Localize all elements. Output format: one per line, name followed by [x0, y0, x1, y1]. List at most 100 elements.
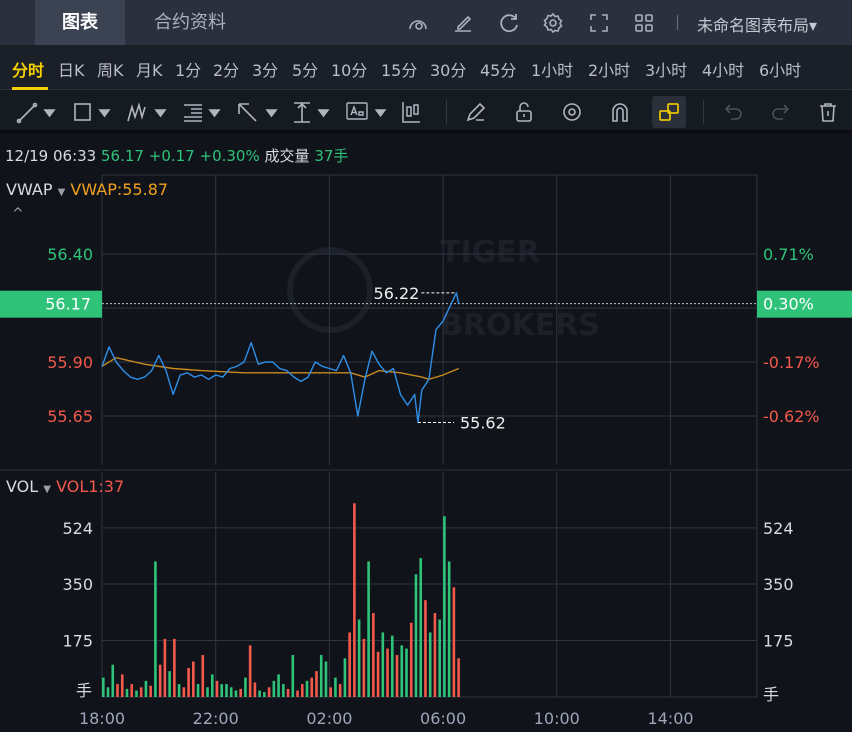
divider: [677, 15, 678, 30]
gear-icon[interactable]: [541, 11, 565, 35]
volume-label: 成交量: [264, 147, 310, 165]
volume-bar: [443, 516, 446, 697]
volume-bar: [154, 561, 157, 697]
volume-bar: [329, 687, 332, 697]
timeframe-5[interactable]: 2分: [213, 61, 240, 80]
timeframe-2[interactable]: 周K: [97, 61, 124, 80]
volume-bar: [139, 687, 143, 697]
timeframe-15[interactable]: 4小时: [702, 61, 745, 80]
timeframe-7[interactable]: 5分: [292, 61, 319, 80]
volume-bar: [192, 661, 195, 697]
x-tick-label: 14:00: [647, 709, 693, 728]
timeframe-1[interactable]: 日K: [58, 61, 85, 80]
redo-icon[interactable]: [768, 100, 792, 124]
vol-indicator-label[interactable]: VOL ▼ VOL1:37: [6, 477, 124, 496]
vol-unit-right: 手: [763, 685, 779, 704]
volume-bar: [348, 632, 351, 697]
timeframe-6[interactable]: 3分: [252, 61, 279, 80]
volume-bar: [324, 661, 328, 697]
tab-contract-info[interactable]: 合约资料: [154, 12, 226, 33]
timeframe-8[interactable]: 10分: [331, 61, 368, 80]
tab-chart[interactable]: 图表: [35, 0, 125, 45]
timeframe-4[interactable]: 1分: [175, 61, 202, 80]
undo-icon[interactable]: [722, 100, 746, 124]
indicator-name: VWAP: [6, 180, 53, 199]
text-tool-icon[interactable]: [345, 100, 389, 124]
volume-bar: [267, 687, 271, 697]
timeframe-bar: 分时 日K 周K 月K 1分 2分 3分 5分 10分 15分 30分 45分 1小时 2小时 3小时 4小时…: [0, 45, 852, 90]
edit-icon[interactable]: [451, 11, 475, 35]
line-tool-icon[interactable]: [16, 100, 60, 124]
volume-bar: [386, 648, 389, 697]
x-tick-label: 06:00: [420, 709, 466, 728]
magnet-icon[interactable]: [608, 100, 632, 124]
vol-value: VOL1:37: [56, 477, 125, 496]
volume-bar: [315, 671, 318, 697]
volume-value: 37手: [314, 147, 349, 165]
volume-bar: [225, 684, 228, 697]
volume-bar: [277, 674, 280, 697]
volume-bar: [296, 690, 299, 697]
timeframe-16[interactable]: 6小时: [759, 61, 802, 80]
price-change-pct: +0.30%: [199, 147, 260, 165]
volume-bar: [210, 674, 214, 697]
vol-tick-right: 175: [763, 632, 794, 651]
dropdown-icon[interactable]: ▼: [43, 484, 51, 495]
fullscreen-icon[interactable]: [587, 11, 611, 35]
indicator-name: VOL: [6, 477, 39, 496]
vwap-indicator-label[interactable]: VWAP ▼ VWAP:55.87: [6, 180, 168, 199]
volume-bar: [286, 688, 290, 697]
volume-bar: [244, 677, 247, 697]
layout-name-dropdown[interactable]: 未命名图表布局▾: [697, 16, 818, 35]
link-icon: [659, 103, 679, 121]
refresh-icon[interactable]: [497, 11, 521, 35]
rectangle-tool-icon[interactable]: [72, 100, 116, 124]
pencil-icon[interactable]: [464, 100, 488, 124]
volume-bar: [400, 645, 404, 697]
volume-bar: [424, 600, 427, 697]
timeframe-10[interactable]: 30分: [430, 61, 467, 80]
x-tick-label: 18:00: [79, 709, 125, 728]
trash-icon[interactable]: [816, 100, 840, 124]
timeframe-11[interactable]: 45分: [480, 61, 517, 80]
timeframe-3[interactable]: 月K: [136, 61, 163, 80]
speed-icon[interactable]: [406, 11, 430, 35]
dropdown-icon[interactable]: ▼: [57, 187, 66, 198]
volume-bar: [334, 677, 337, 697]
volume-bar: [263, 692, 266, 697]
volume-bar: [187, 667, 190, 697]
timeframe-13[interactable]: 2小时: [588, 61, 631, 80]
watermark-logo-icon: [287, 247, 373, 333]
layout-grid-icon[interactable]: [632, 11, 656, 35]
timeframe-9[interactable]: 15分: [381, 61, 418, 80]
volume-bar: [390, 635, 394, 697]
link-button[interactable]: [652, 96, 686, 128]
volume-bar: [215, 680, 219, 697]
volume-bar: [409, 622, 413, 697]
volume-bar: [111, 664, 115, 697]
volume-bar: [135, 690, 138, 697]
drawing-toolbar: [0, 90, 852, 133]
volume-bar: [414, 574, 418, 697]
quote-info: 12/19 06:33 56.17 +0.17 +0.30% 成交量 37手: [5, 145, 348, 166]
volume-bar: [405, 648, 408, 697]
collapse-icon[interactable]: ^: [12, 206, 24, 222]
timeframe-0[interactable]: 分时: [12, 61, 45, 80]
volume-bar: [319, 655, 323, 697]
fib-tool-icon[interactable]: [182, 100, 226, 124]
eye-icon[interactable]: [560, 100, 584, 124]
arrow-tool-icon[interactable]: [236, 100, 280, 124]
timeframe-14[interactable]: 3小时: [645, 61, 688, 80]
current-pct-label: 0.30%: [763, 295, 814, 314]
candle-tool-icon[interactable]: [400, 100, 422, 124]
unlock-icon[interactable]: [512, 100, 536, 124]
vol-tick-left: 175: [62, 632, 93, 651]
datetime: 12/19 06:33: [5, 147, 97, 165]
volume-bar: [248, 645, 252, 697]
volume-bar: [220, 684, 224, 697]
pattern-tool-icon[interactable]: [126, 100, 170, 124]
measure-tool-icon[interactable]: [291, 100, 335, 124]
volume-bar: [130, 684, 134, 697]
timeframe-12[interactable]: 1小时: [531, 61, 574, 80]
